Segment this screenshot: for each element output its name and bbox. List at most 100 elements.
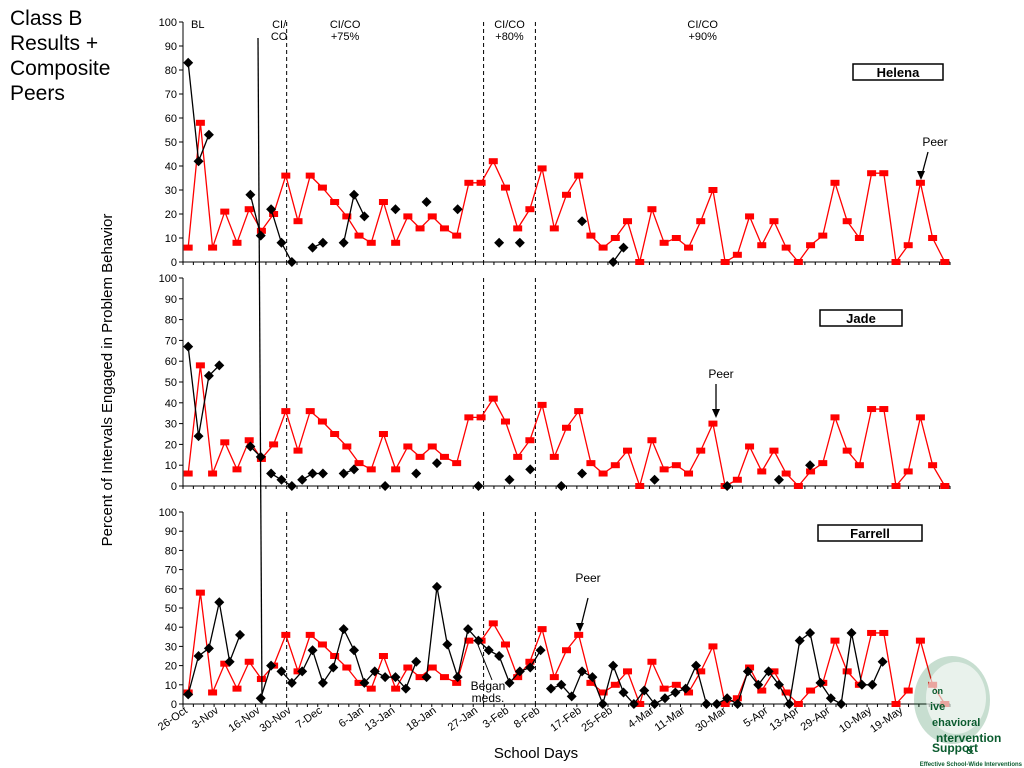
peer-data-point: [732, 251, 742, 258]
peer-data-point: [342, 443, 352, 450]
peer-data-point: [586, 460, 596, 467]
student-data-point: [452, 672, 463, 683]
student-data-point: [286, 677, 297, 688]
student-data-point: [525, 464, 536, 475]
peer-data-point: [330, 199, 340, 205]
student-data-point: [349, 189, 360, 200]
student-data-point: [411, 468, 422, 479]
peer-data-point: [769, 668, 779, 675]
student-data-point: [473, 635, 484, 646]
logo-text-fragment: &: [966, 745, 974, 757]
x-tick-label: 30-Nov: [258, 704, 294, 734]
peer-data-point: [452, 679, 462, 686]
peer-data-point: [415, 674, 425, 681]
student-data-point: [224, 656, 235, 667]
student-data-point: [328, 662, 339, 673]
phase-label: +80%: [495, 31, 524, 43]
peer-data-point: [854, 235, 864, 241]
peer-data-point: [891, 701, 901, 707]
peer-data-point: [940, 483, 950, 489]
peer-data-point: [220, 660, 230, 667]
peer-data-point: [732, 695, 742, 702]
x-tick-label: 3-Nov: [190, 704, 221, 731]
peer-data-point: [720, 701, 730, 707]
student-data-point: [338, 624, 349, 635]
peer-data-point: [684, 244, 694, 251]
peer-data-point: [623, 218, 633, 225]
peer-data-point: [720, 259, 730, 265]
medication-annotation: Began: [471, 679, 506, 693]
slide-title: Class B Results + Composite Peers: [10, 7, 111, 105]
peer-data-point: [244, 437, 254, 444]
student-data-point: [649, 699, 660, 709]
y-tick-label: 90: [165, 41, 177, 53]
student-data-point: [266, 468, 277, 479]
phase-label: +90%: [688, 31, 717, 43]
peer-data-point: [818, 232, 828, 239]
panel-helena: 0 10 20 30 40 50 60 70 80 90 100 Helena Peer: [159, 17, 951, 269]
peer-annotation-label: Peer: [922, 135, 947, 149]
y-tick-label: 60: [165, 356, 177, 368]
peer-data-point: [244, 206, 254, 213]
peer-data-point: [427, 213, 437, 220]
student-data-point: [390, 204, 401, 215]
student-data-point: [753, 679, 764, 690]
y-tick-label: 20: [165, 209, 177, 221]
y-tick-label: 90: [165, 294, 177, 306]
peer-data-point: [793, 483, 803, 489]
student-data-point: [214, 360, 225, 371]
student-data-point: [722, 481, 733, 491]
peer-data-point: [867, 406, 877, 413]
student-data-point: [732, 699, 743, 709]
y-tick-label: 70: [165, 89, 177, 101]
peer-data-point: [745, 213, 755, 220]
peer-data-point: [537, 626, 547, 633]
student-data-point: [504, 677, 515, 688]
peer-data-point: [610, 681, 620, 688]
x-tick-label: 8-Feb: [512, 705, 542, 731]
student-data-point: [276, 237, 287, 248]
student-data-point: [235, 629, 246, 640]
peer-data-point: [745, 443, 755, 450]
student-data-point: [805, 627, 816, 638]
student-data-point: [390, 672, 401, 683]
peer-data-point: [635, 259, 645, 265]
y-tick-label: 100: [159, 507, 177, 519]
peer-data-point: [525, 658, 535, 665]
peer-data-point: [818, 460, 828, 467]
peer-data-point: [671, 235, 681, 241]
student-data-point: [773, 474, 784, 485]
student-data-point: [452, 204, 463, 215]
student-data-point: [659, 693, 670, 704]
peer-data-point: [476, 414, 486, 421]
peer-data-point: [793, 701, 803, 707]
peer-data-point: [879, 629, 889, 636]
x-tick-label: 19-May: [868, 704, 905, 735]
y-tick-label: 40: [165, 161, 177, 173]
peer-data-point: [586, 679, 596, 686]
peer-data-point: [317, 418, 327, 425]
x-axis-title: School Days: [494, 745, 578, 762]
phase-label: CO: [271, 31, 288, 43]
student-data-point: [856, 679, 867, 690]
student-data-point: [577, 666, 588, 677]
x-tick-label: 11-Mar: [653, 704, 688, 734]
student-data-point: [266, 204, 277, 215]
student-data-point: [431, 458, 442, 469]
y-tick-label: 10: [165, 460, 177, 472]
peer-data-point: [598, 244, 608, 251]
student-data-point: [193, 156, 204, 167]
peer-data-point: [366, 239, 376, 246]
peer-data-point: [830, 414, 840, 421]
student-data-point: [317, 237, 328, 248]
student-data-point: [587, 672, 598, 683]
student-name: Helena: [877, 65, 920, 80]
student-data-point: [514, 666, 525, 677]
peer-data-point: [671, 462, 681, 469]
y-tick-label: 50: [165, 137, 177, 149]
y-tick-label: 10: [165, 680, 177, 692]
peer-data-point: [793, 259, 803, 265]
peer-data-point: [757, 687, 767, 694]
peer-data-point: [696, 218, 706, 225]
peer-data-point: [623, 668, 633, 675]
